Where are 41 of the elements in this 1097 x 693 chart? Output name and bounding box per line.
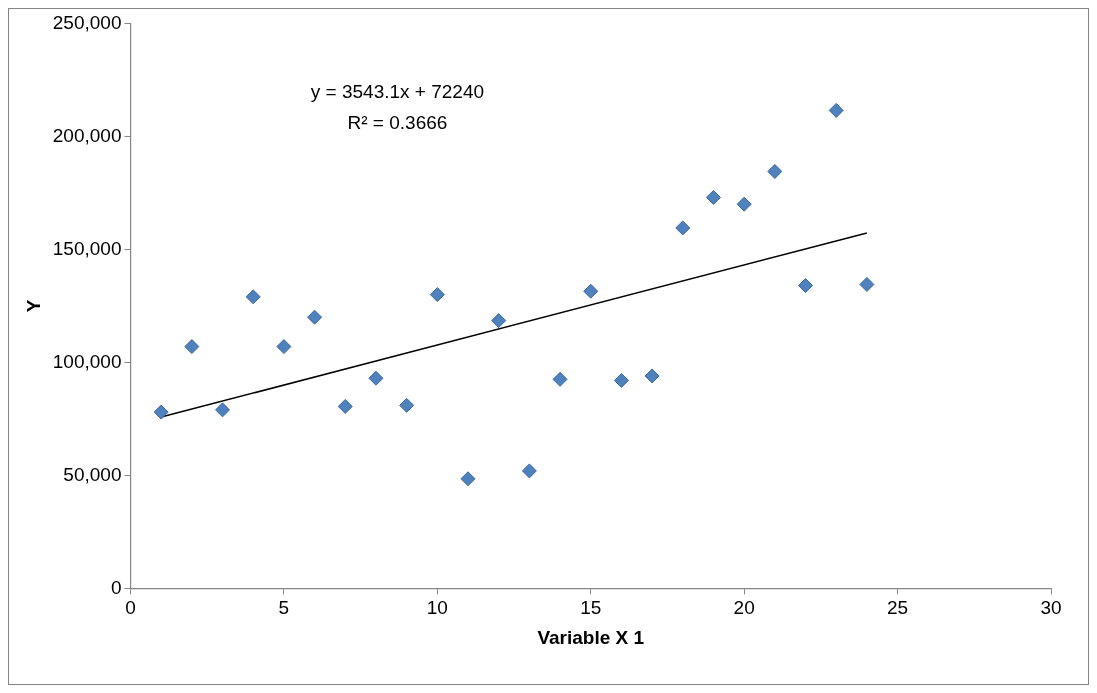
x-tick-label: 30 [1040, 597, 1062, 619]
point [429, 287, 445, 303]
point [613, 372, 629, 388]
y-tick-label: 50,000 [63, 463, 122, 485]
point [337, 398, 353, 414]
x-tick-label: 20 [733, 597, 755, 619]
y-tick-label: 250,000 [52, 11, 122, 33]
point [583, 283, 599, 299]
point [675, 220, 691, 236]
point [307, 309, 323, 325]
point [644, 368, 660, 384]
point [276, 339, 292, 355]
point [767, 163, 783, 179]
y-tick-label: 150,000 [52, 237, 122, 259]
x-tick-label: 10 [426, 597, 448, 619]
x-tick-label: 15 [580, 597, 602, 619]
x-tick-label: 25 [887, 597, 909, 619]
annotation: y = 3543.1x + 72240 [310, 81, 485, 103]
point [245, 289, 261, 305]
point [521, 463, 537, 479]
point [399, 397, 415, 413]
point [828, 102, 844, 118]
point [798, 278, 814, 294]
point [705, 189, 721, 205]
point [736, 196, 752, 212]
point [184, 339, 200, 355]
point [153, 404, 169, 420]
point [368, 370, 384, 386]
point [491, 313, 507, 329]
y-axis-title: Y [22, 299, 44, 313]
y-tick-label: 100,000 [52, 350, 122, 372]
y-tick-label: 0 [110, 576, 122, 598]
x-tick-label: 0 [125, 597, 136, 619]
x-axis-title: Variable X 1 [537, 626, 645, 648]
point [460, 471, 476, 487]
point [859, 276, 875, 292]
point [215, 402, 231, 418]
annotation: R² = 0.3666 [347, 112, 448, 134]
point [552, 371, 568, 387]
x-tick-label: 5 [278, 597, 290, 619]
y-tick-label: 200,000 [52, 124, 122, 146]
